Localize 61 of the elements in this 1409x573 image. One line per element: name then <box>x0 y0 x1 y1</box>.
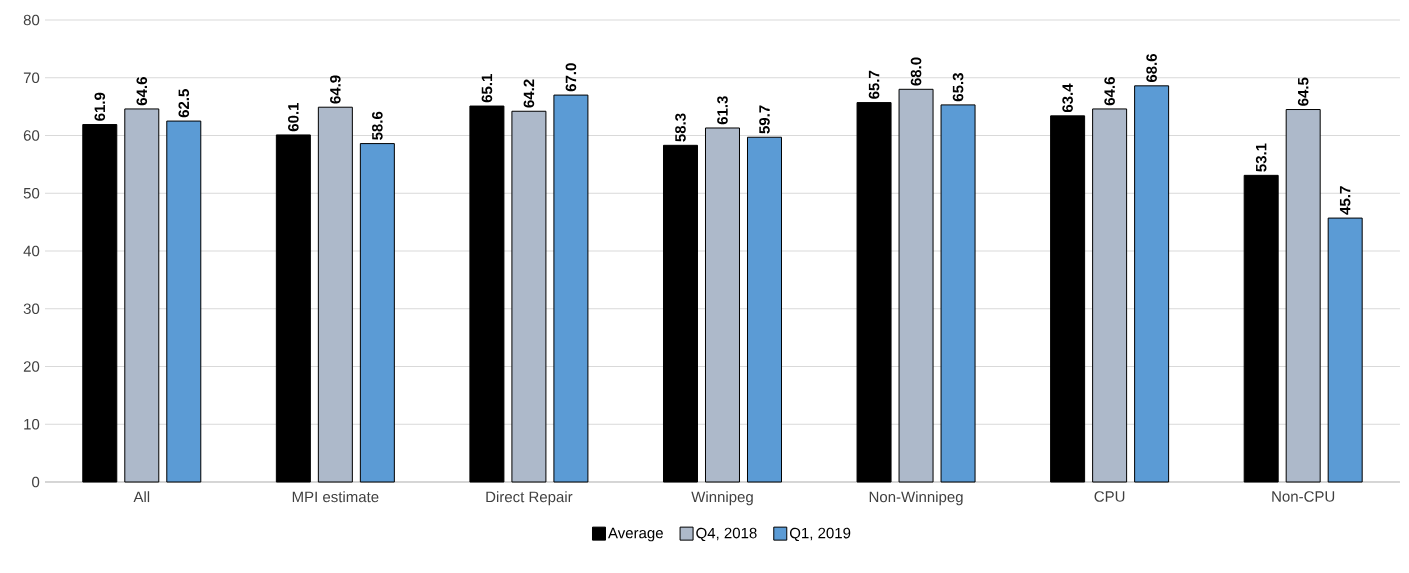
legend-label: Average <box>608 527 663 542</box>
x-tick-label: Winnipeg <box>691 491 753 506</box>
legend-label: Q1, 2019 <box>789 527 851 542</box>
data-label: 68.0 <box>910 57 922 86</box>
bar <box>1050 115 1086 483</box>
data-label: 45.7 <box>1339 186 1351 215</box>
bar <box>82 124 118 483</box>
y-tick-label: 20 <box>23 361 40 372</box>
x-tick-label: CPU <box>1094 491 1125 502</box>
bar <box>746 136 782 483</box>
bar <box>553 94 589 483</box>
data-label: 65.7 <box>868 70 880 99</box>
x-tick-label: Non-CPU <box>1272 491 1335 502</box>
bar <box>469 105 505 483</box>
y-tick-label: 10 <box>24 418 40 430</box>
bar <box>511 110 547 483</box>
data-label: 53.1 <box>1255 143 1267 172</box>
y-tick-label: 70 <box>23 72 40 84</box>
x-tick-label: MPI estimate <box>292 491 379 503</box>
bar <box>1092 108 1128 483</box>
data-label: 61.3 <box>717 96 728 125</box>
x-tick-label: All <box>133 491 150 503</box>
data-label: 58.3 <box>675 113 686 142</box>
x-tick-label: Non-Winnipeg <box>869 491 963 506</box>
bar <box>1327 217 1363 483</box>
data-label: 68.6 <box>1146 53 1157 83</box>
y-tick-label: 50 <box>23 187 40 199</box>
bar <box>856 102 892 483</box>
y-tick-label: 40 <box>23 245 40 257</box>
data-label: 62.5 <box>178 89 190 118</box>
data-label: 58.6 <box>372 111 383 140</box>
data-label: 64.2 <box>523 79 535 108</box>
bar <box>124 108 160 483</box>
bar <box>940 104 976 483</box>
y-tick-label: 30 <box>23 303 40 315</box>
bar <box>1243 174 1279 483</box>
y-tick-label: 0 <box>32 476 40 488</box>
data-label: 65.3 <box>952 73 964 102</box>
bar <box>166 120 202 483</box>
data-label: 60.1 <box>288 102 299 132</box>
data-label: 64.6 <box>136 77 148 106</box>
bar <box>317 106 353 483</box>
legend-label: Q4, 2018 <box>696 527 757 542</box>
bar <box>1285 109 1321 483</box>
data-label: 65.1 <box>481 74 493 103</box>
data-label: 64.5 <box>1297 77 1309 106</box>
bar <box>1134 85 1170 483</box>
y-tick-label: 80 <box>23 14 40 26</box>
bar <box>359 143 395 483</box>
data-label: 61.9 <box>94 92 106 121</box>
y-tick-label: 60 <box>23 130 40 141</box>
bar <box>704 127 740 483</box>
data-label: 67.0 <box>565 63 577 92</box>
bar <box>662 144 698 483</box>
data-label: 64.6 <box>1104 77 1115 106</box>
bar <box>898 88 934 483</box>
data-label: 64.9 <box>330 75 341 104</box>
bar <box>275 134 311 483</box>
data-label: 63.4 <box>1062 83 1073 113</box>
data-label: 59.7 <box>759 105 770 134</box>
x-tick-label: Direct Repair <box>486 491 573 506</box>
